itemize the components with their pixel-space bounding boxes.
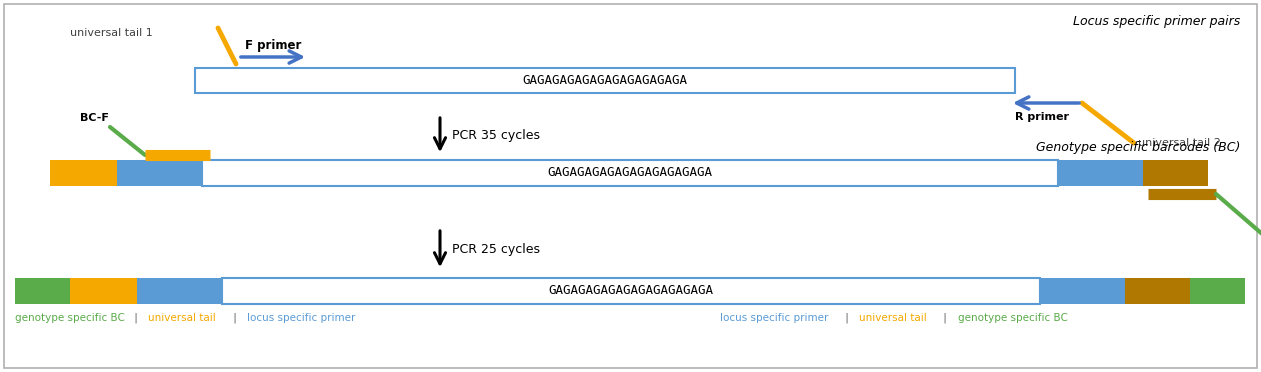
Text: GAGAGAGAGAGAGAGAGAGAGA: GAGAGAGAGAGAGAGAGAGAGA [549,285,714,298]
Bar [71,278,137,304]
Text: universal tail: universal tail [149,313,216,323]
Text: GAGAGAGAGAGAGAGAGAGAGA: GAGAGAGAGAGAGAGAGAGAGA [547,167,712,180]
Bar [137,278,222,304]
Text: genotype specific BC: genotype specific BC [15,313,125,323]
Bar [117,160,202,186]
Text: Locus specific primer pairs: Locus specific primer pairs [1073,16,1240,29]
Text: |: | [842,313,852,323]
Text: |: | [230,313,240,323]
Text: PCR 35 cycles: PCR 35 cycles [451,129,540,142]
Text: genotype specific BC: genotype specific BC [958,313,1068,323]
Bar [222,278,1040,304]
Text: locus specific primer: locus specific primer [720,313,828,323]
Text: GAGAGAGAGAGAGAGAGAGAGA: GAGAGAGAGAGAGAGAGAGAGA [522,74,687,87]
Text: PCR 25 cycles: PCR 25 cycles [451,244,540,257]
Bar [1142,160,1208,186]
Text: universal tail 2: universal tail 2 [1137,138,1221,148]
Bar [1125,278,1190,304]
Text: locus specific primer: locus specific primer [247,313,356,323]
Text: |: | [941,313,951,323]
Text: BC-F: BC-F [79,113,108,123]
Text: universal tail 1: universal tail 1 [71,28,153,38]
Text: F primer: F primer [245,39,301,52]
Text: |: | [131,313,141,323]
Text: R primer: R primer [1015,112,1069,122]
Bar [1058,160,1142,186]
Text: Genotype specific barcodes (BC): Genotype specific barcodes (BC) [1035,141,1240,154]
Bar [202,160,1058,186]
Bar [1040,278,1125,304]
Bar [195,68,1015,93]
Bar [1190,278,1245,304]
Bar [50,160,117,186]
Bar [15,278,71,304]
Text: universal tail: universal tail [859,313,927,323]
